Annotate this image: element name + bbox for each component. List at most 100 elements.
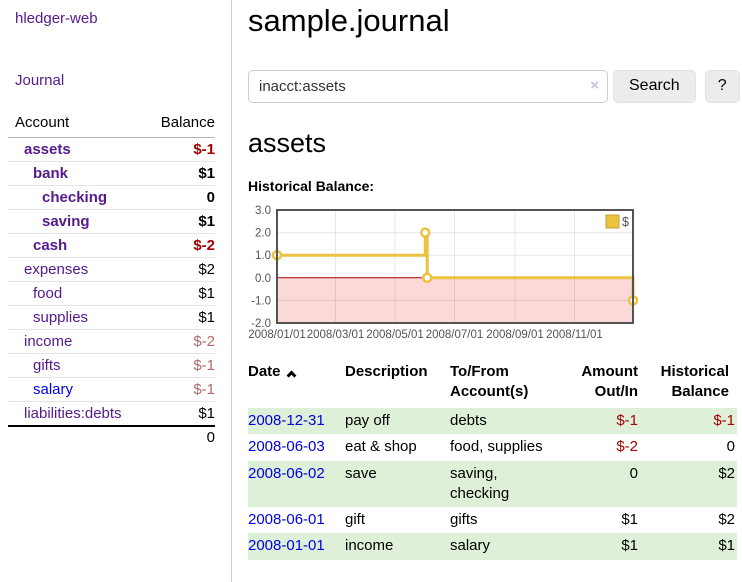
account-link[interactable]: expenses	[24, 261, 89, 278]
transaction-description: gift	[345, 511, 366, 529]
svg-text:2008/03/01: 2008/03/01	[307, 329, 365, 341]
transaction-date-link[interactable]: 2008-01-01	[248, 537, 325, 555]
accounts-total-value: 0	[142, 425, 215, 449]
svg-text:$: $	[622, 215, 629, 229]
account-link[interactable]: income	[24, 333, 73, 350]
column-header-historical: Historical Balance	[660, 362, 729, 400]
transaction-date-link[interactable]: 2008-06-03	[248, 438, 325, 456]
search-form: × Search ?	[248, 69, 740, 103]
transaction-accounts: gifts	[450, 511, 478, 529]
help-button[interactable]: ?	[704, 69, 740, 103]
account-balance: $-2	[142, 233, 215, 258]
sidebar: hledger-web Journal Account Balance asse…	[0, 0, 232, 582]
account-balance: $1	[142, 281, 215, 306]
transaction-description: save	[345, 460, 450, 508]
transaction-amount: $-1	[562, 408, 646, 435]
column-header-description: Description	[345, 362, 428, 380]
transaction-accounts: debts	[450, 408, 562, 435]
column-header-amount: Amount Out/In	[581, 362, 638, 400]
balance-column-header: Balance	[142, 111, 215, 138]
transaction-amount: $1	[562, 533, 646, 560]
transaction-description: income	[345, 533, 450, 560]
account-link[interactable]: assets	[24, 141, 71, 158]
app-brand-link[interactable]: hledger-web	[15, 10, 98, 27]
account-balance: $-2	[142, 329, 215, 354]
chart-section-label: Historical Balance:	[248, 177, 375, 194]
transaction-date-link[interactable]: 2008-06-02	[248, 464, 325, 482]
transaction-row[interactable]: 2008-12-31 pay off debts $-1 $-1	[248, 408, 737, 435]
account-heading: assets	[248, 127, 327, 158]
transaction-balance: $2	[718, 511, 735, 529]
transaction-description: eat & shop	[345, 438, 417, 456]
account-link[interactable]: supplies	[33, 309, 89, 326]
transaction-date-link[interactable]: 2008-06-01	[248, 511, 325, 529]
transaction-row[interactable]: 2008-06-02 save saving, checking 0 $2	[248, 460, 737, 508]
account-row: assets $-1	[8, 138, 215, 162]
transaction-accounts: saving, checking	[450, 460, 562, 508]
svg-text:0.0: 0.0	[255, 272, 271, 284]
transaction-balance: $-1	[646, 408, 737, 435]
svg-text:2008/01/01: 2008/01/01	[248, 329, 306, 341]
transaction-row[interactable]: 2008-06-03 eat & shop food, supplies $-2 0	[248, 434, 737, 460]
column-header-to-from: To/From Account(s)	[450, 362, 529, 400]
svg-text:2008/09/01: 2008/09/01	[486, 329, 544, 341]
account-balance: $1	[142, 305, 215, 330]
svg-text:2.0: 2.0	[255, 227, 271, 239]
search-input[interactable]	[248, 69, 608, 103]
column-header-date[interactable]: Date	[248, 360, 345, 409]
account-link[interactable]: salary	[33, 381, 74, 398]
transaction-date-link[interactable]: 2008-12-31	[248, 412, 325, 430]
transaction-description: pay off	[345, 408, 450, 435]
account-row: liabilities:debts $1	[8, 401, 215, 427]
account-link[interactable]: checking	[42, 189, 108, 206]
account-link[interactable]: food	[33, 285, 63, 302]
page-title: sample.journal	[248, 3, 450, 38]
svg-text:-2.0: -2.0	[251, 318, 271, 330]
transaction-balance: $1	[646, 533, 737, 560]
svg-text:2008/05/01: 2008/05/01	[366, 329, 424, 341]
account-link[interactable]: gifts	[33, 357, 61, 374]
transaction-row[interactable]: 2008-01-01 income salary $1 $1	[248, 533, 737, 560]
account-balance: $1	[142, 161, 215, 186]
account-link[interactable]: saving	[42, 213, 90, 230]
clear-search-icon[interactable]: ×	[590, 76, 599, 94]
account-row: supplies $1	[8, 305, 215, 330]
svg-text:1.0: 1.0	[255, 250, 271, 262]
account-balance: $2	[142, 257, 215, 282]
transaction-accounts: food, supplies	[450, 438, 543, 456]
account-row: checking 0	[8, 185, 215, 210]
account-row: income $-2	[8, 329, 215, 354]
transaction-balance: $2	[646, 460, 737, 508]
accounts-column-header: Account	[8, 111, 143, 138]
account-balance: $-1	[193, 141, 215, 158]
account-link[interactable]: bank	[33, 165, 69, 182]
main-content: sample.journal × Search ? assets Histori…	[233, 0, 742, 582]
account-balance: $1	[142, 401, 215, 427]
account-row: saving $1	[8, 209, 215, 234]
transaction-row[interactable]: 2008-06-01 gift gifts $1 $2	[248, 507, 737, 533]
svg-text:2008/11/01: 2008/11/01	[546, 329, 603, 341]
transactions-table-body: 2008-12-31 pay off debts $-1 $-1 2008-06-03 ea…	[248, 408, 737, 560]
account-row: expenses $2	[8, 257, 215, 282]
svg-text:3.0: 3.0	[255, 205, 271, 217]
transaction-amount: $1	[621, 511, 638, 529]
historical-balance-chart: 3.0 2.0 1.0 0.0 -1.0 -2.0 2008/01/01 2008/03/01…	[248, 203, 640, 343]
account-link[interactable]: cash	[33, 237, 68, 254]
transaction-amount: $-2	[616, 438, 638, 456]
account-balance: $1	[142, 209, 215, 234]
account-row: salary $-1	[8, 377, 215, 402]
account-row: bank $1	[8, 161, 215, 186]
svg-text:2008/07/01: 2008/07/01	[426, 329, 484, 341]
account-balance: $-1	[142, 353, 215, 378]
search-button[interactable]: Search	[613, 69, 696, 103]
transactions-table: Date Description To/From Account(s) Amount Ou…	[248, 360, 737, 560]
transaction-amount: 0	[562, 460, 646, 508]
sidebar-item-journal[interactable]: Journal	[15, 72, 65, 89]
transaction-balance: 0	[726, 438, 735, 456]
account-row: cash $-2	[8, 233, 215, 258]
svg-text:-1.0: -1.0	[251, 295, 271, 307]
account-link[interactable]: liabilities:debts	[24, 405, 122, 422]
transaction-accounts: salary	[450, 533, 562, 560]
accounts-total-row: 0	[8, 425, 215, 449]
